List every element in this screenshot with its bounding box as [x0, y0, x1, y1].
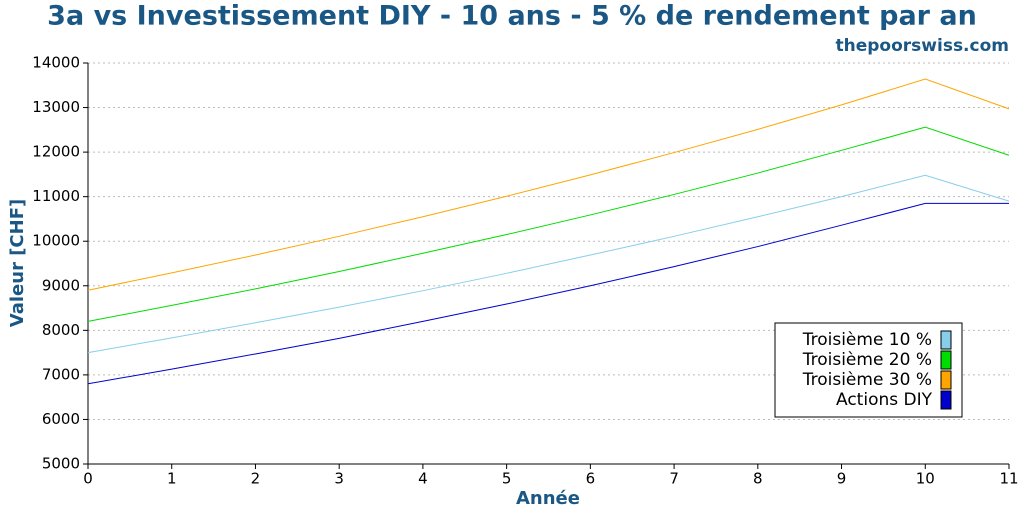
legend-swatch [940, 370, 952, 390]
x-axis-label: Année [516, 488, 580, 509]
legend-swatch [940, 350, 952, 370]
y-axis-label: Valeur [CHF] [7, 199, 28, 327]
x-tick-label: 5 [502, 470, 512, 488]
series-line [87, 202, 1009, 385]
y-tick-label: 14000 [32, 54, 80, 72]
x-tick-label: 9 [837, 470, 847, 488]
x-tick-label: 4 [418, 470, 428, 488]
x-tick-label: 2 [251, 470, 261, 488]
chart-subtitle: thepoorswiss.com [836, 36, 1010, 56]
legend-label: Troisième 30 % [802, 370, 932, 390]
series-line [87, 78, 1010, 291]
y-tick-label: 9000 [42, 276, 80, 294]
x-tick-label: 10 [916, 470, 935, 488]
y-tick-label: 5000 [42, 455, 80, 473]
y-tick-label: 12000 [32, 143, 80, 161]
x-tick-label: 8 [753, 470, 763, 488]
y-tick-label: 8000 [42, 321, 80, 339]
chart-title: 3a vs Investissement DIY - 10 ans - 5 % … [47, 1, 977, 32]
y-tick-label: 6000 [42, 410, 80, 428]
y-tick-label: 10000 [32, 232, 80, 250]
x-tick-label: 0 [83, 470, 93, 488]
x-tick-label: 6 [586, 470, 596, 488]
x-tick-label: 7 [669, 470, 679, 488]
y-tick-label: 13000 [32, 98, 80, 116]
x-tick-label: 3 [334, 470, 344, 488]
x-tick-label: 11 [999, 470, 1018, 488]
x-tick-label: 1 [167, 470, 177, 488]
series-line [87, 174, 1010, 354]
legend-swatch [940, 390, 952, 410]
legend-swatch [940, 330, 952, 350]
legend-box [774, 322, 963, 418]
legend-label: Troisième 10 % [802, 330, 932, 350]
series-line [87, 126, 1010, 322]
y-tick-label: 11000 [32, 187, 80, 205]
y-tick-label: 7000 [42, 365, 80, 383]
legend-label: Actions DIY [836, 390, 933, 410]
legend-label: Troisième 20 % [802, 350, 932, 370]
